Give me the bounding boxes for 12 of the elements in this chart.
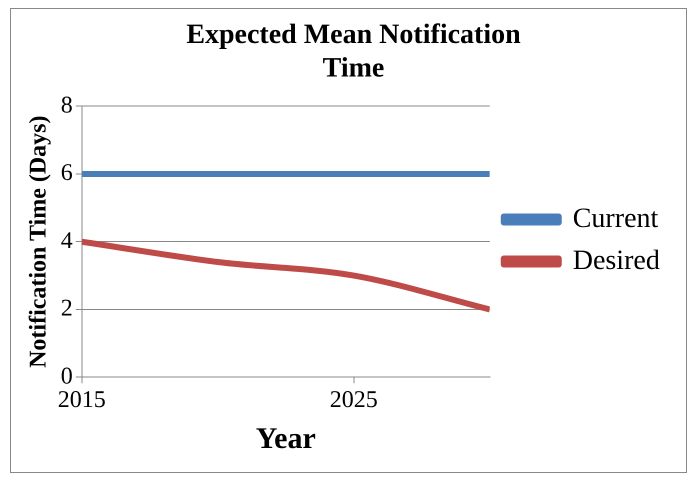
chart-title: Expected Mean Notification Time xyxy=(186,19,522,84)
y-tick-label: 2 xyxy=(60,296,73,322)
x-tick-label: 2015 xyxy=(58,386,106,413)
y-tick-label: 8 xyxy=(60,92,73,118)
legend-label: Current xyxy=(572,202,658,234)
x-axis-title: Year xyxy=(256,422,316,455)
y-tick-label: 4 xyxy=(60,228,73,254)
x-tick-label: 2025 xyxy=(330,386,378,413)
y-axis-title: Notification Time (Days) xyxy=(26,115,52,368)
y-tick-label: 6 xyxy=(60,160,73,186)
legend-label: Desired xyxy=(572,244,660,276)
y-tick-label: 0 xyxy=(60,363,73,390)
